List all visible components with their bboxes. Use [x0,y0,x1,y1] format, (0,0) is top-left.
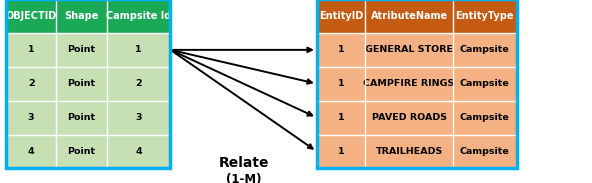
Bar [365,101,453,135]
Bar [317,67,365,101]
Bar [453,33,517,67]
Text: OBJECTID: OBJECTID [5,11,57,21]
Bar [107,0,170,33]
Bar [317,101,365,135]
Bar [107,33,170,67]
Bar [6,0,170,168]
Bar [56,0,107,33]
Text: Campsite Id: Campsite Id [106,11,171,21]
Text: Relate: Relate [218,156,269,170]
Text: AtributeName: AtributeName [371,11,448,21]
Text: Campsite: Campsite [460,147,510,156]
Bar [453,67,517,101]
Text: Campsite: Campsite [460,79,510,88]
Text: 2: 2 [28,79,34,88]
Text: Point: Point [67,113,95,122]
Text: 4: 4 [135,147,142,156]
Bar [365,135,453,168]
Text: 1: 1 [337,147,345,156]
Text: Shape: Shape [64,11,99,21]
Text: Point: Point [67,79,95,88]
Bar [56,33,107,67]
Bar [56,135,107,168]
Bar [317,135,365,168]
Bar [365,0,453,33]
Text: 1: 1 [337,113,345,122]
Text: Campsite: Campsite [460,113,510,122]
Bar [6,135,56,168]
Bar [56,67,107,101]
Bar [6,33,56,67]
Bar [6,101,56,135]
Text: 1: 1 [135,45,142,54]
Bar [365,67,453,101]
Text: TRAILHEADS: TRAILHEADS [375,147,443,156]
Text: Point: Point [67,45,95,54]
Text: 2: 2 [135,79,142,88]
Bar [317,33,365,67]
Bar [453,0,517,33]
Text: PAVED ROADS: PAVED ROADS [372,113,446,122]
Bar [317,0,365,33]
Text: 4: 4 [28,147,34,156]
Text: 1: 1 [337,45,345,54]
Bar [365,33,453,67]
Text: (1-M): (1-M) [226,173,261,183]
Text: Campsite: Campsite [460,45,510,54]
Bar [56,101,107,135]
Text: 1: 1 [28,45,34,54]
Text: EntityType: EntityType [456,11,514,21]
Bar [107,101,170,135]
Bar [453,135,517,168]
Bar [107,135,170,168]
Bar [317,0,517,168]
Text: 3: 3 [28,113,34,122]
Bar [6,0,56,33]
Text: GENERAL STORE: GENERAL STORE [365,45,453,54]
Text: 3: 3 [136,113,141,122]
Bar [453,101,517,135]
Text: EntityID: EntityID [319,11,363,21]
Bar [107,67,170,101]
Text: CAMPFIRE RINGS: CAMPFIRE RINGS [363,79,455,88]
Text: Point: Point [67,147,95,156]
Text: 1: 1 [337,79,345,88]
Bar [6,67,56,101]
